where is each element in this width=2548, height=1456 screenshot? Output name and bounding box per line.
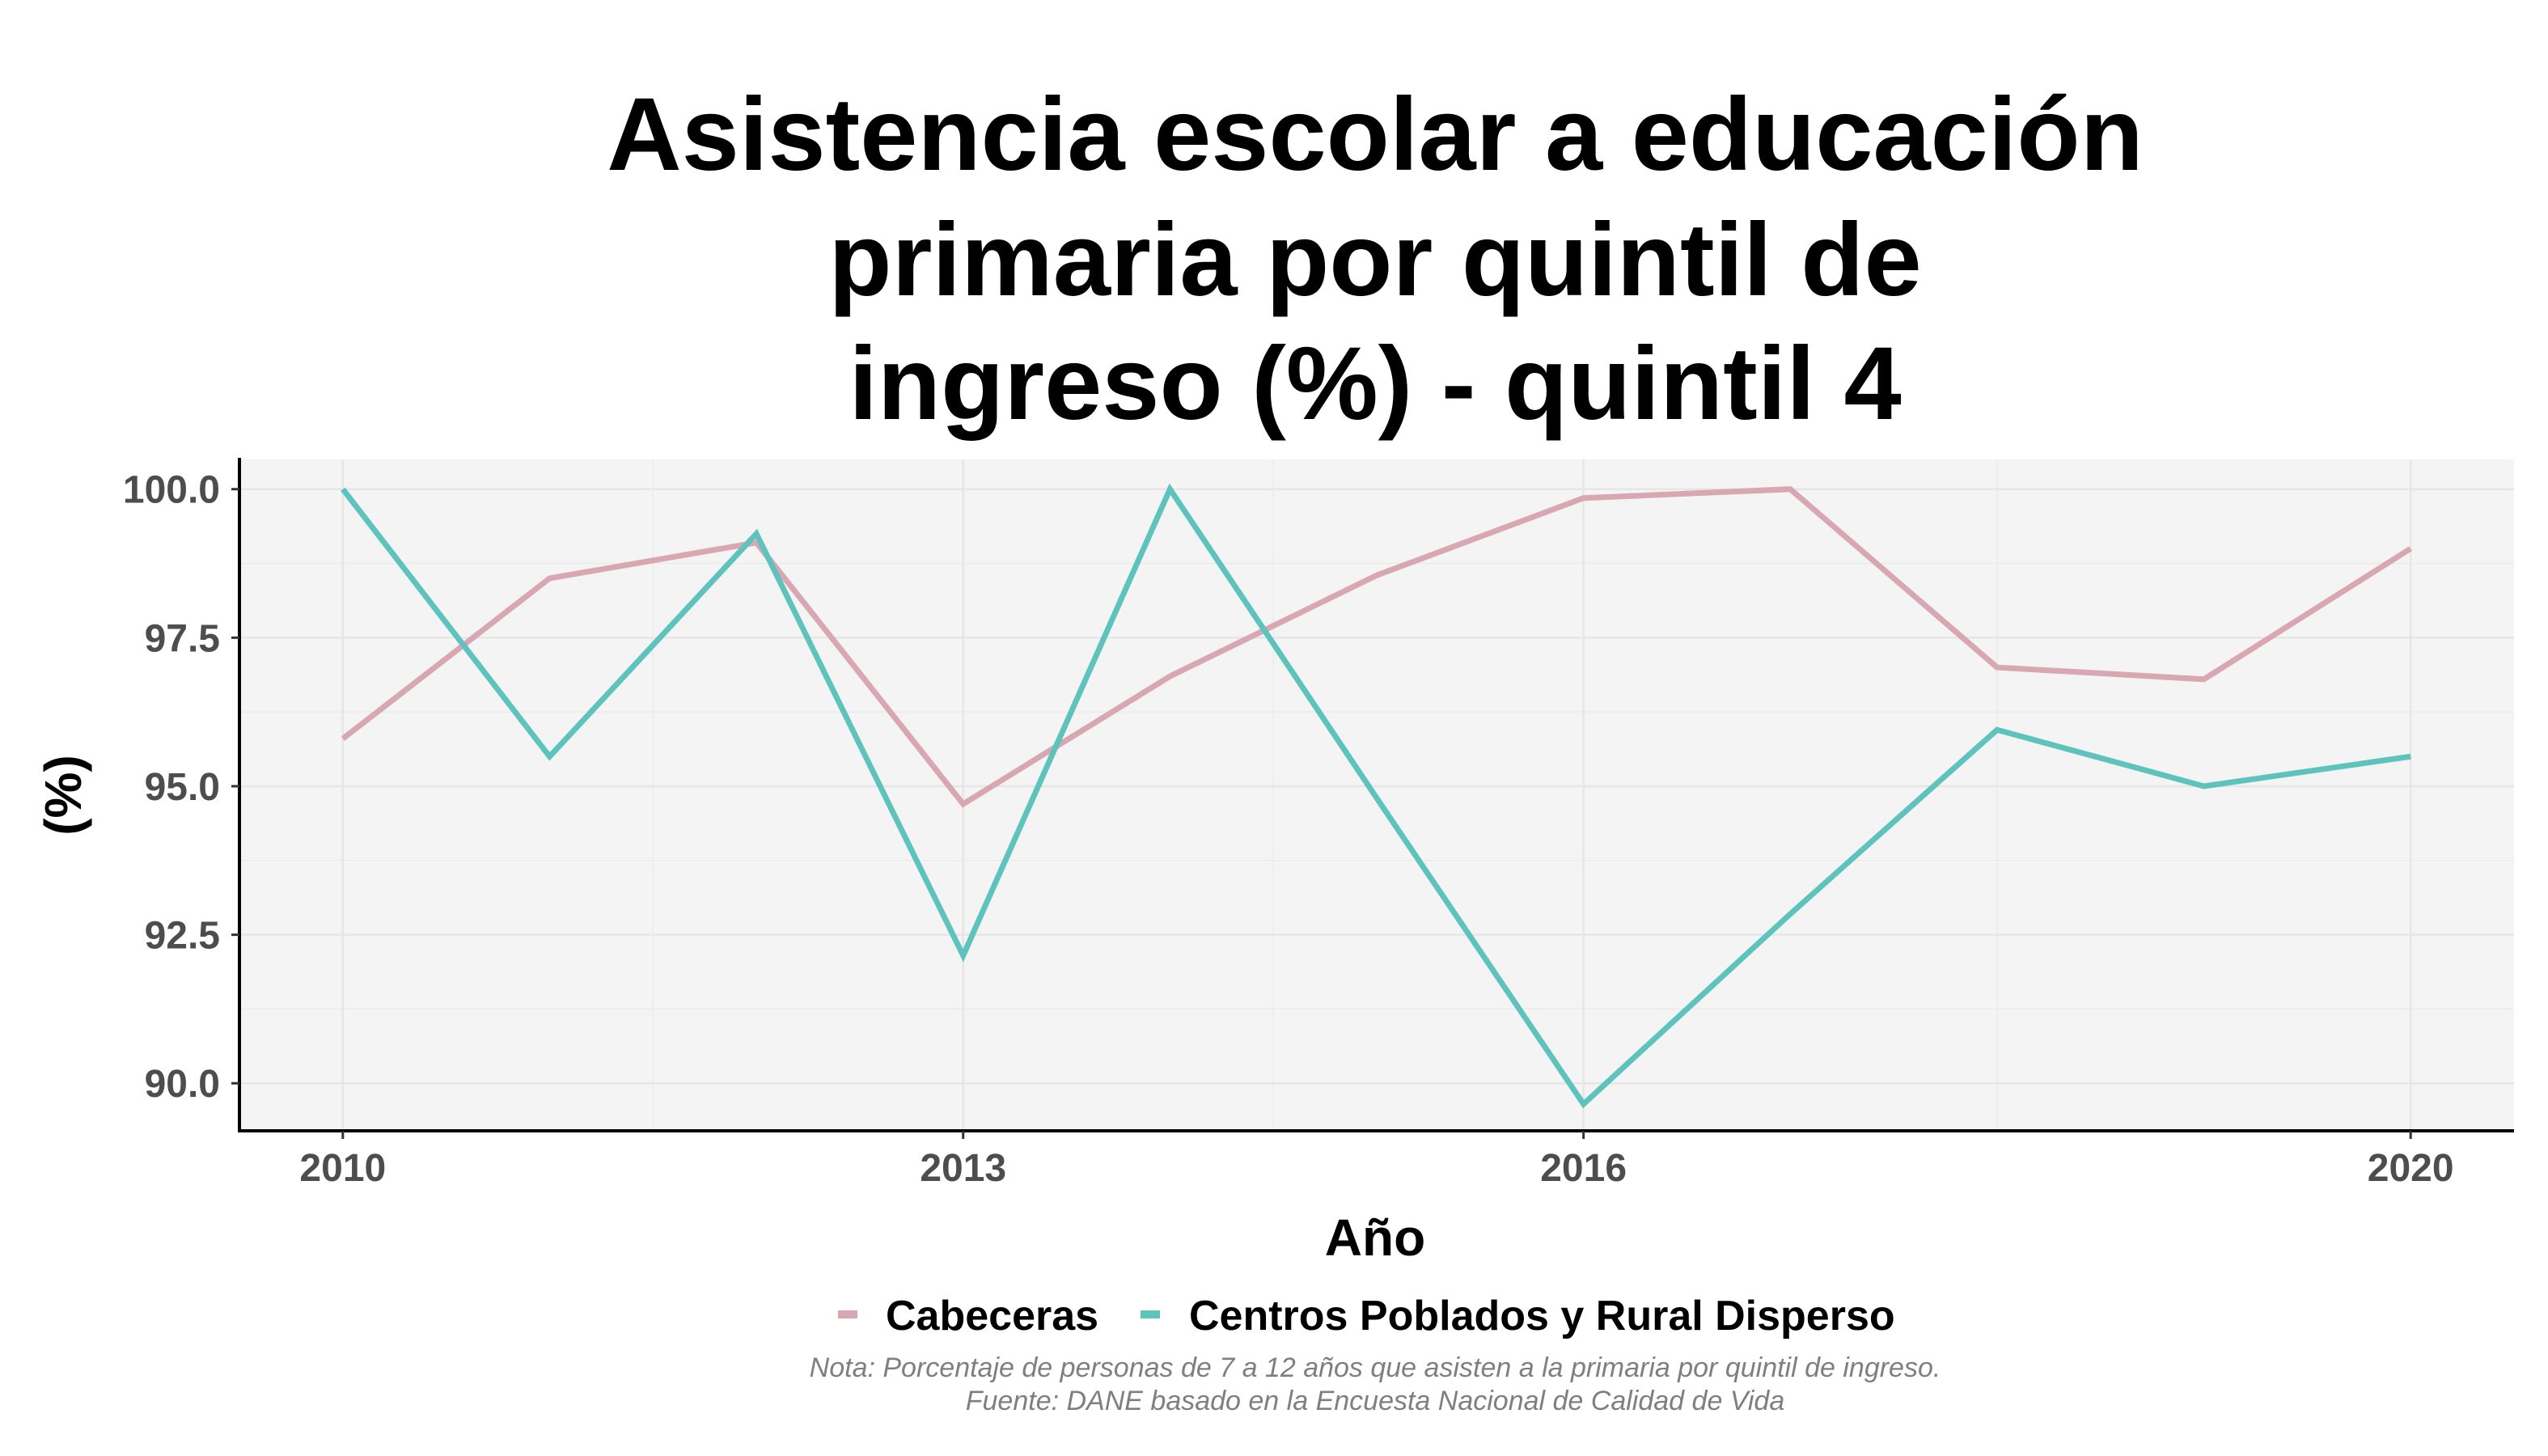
- series-line-centros-poblados: [341, 483, 2411, 1109]
- caption-source: Fuente: DANE basado en la Encuesta Nacio…: [966, 1386, 1784, 1416]
- legend-label-centros-poblados: Centros Poblados y Rural Disperso: [1189, 1293, 1895, 1340]
- y-axis-ticks: 90.0 92.5 95.0 97.5 100.0: [123, 469, 239, 1106]
- x-tick-label: 2016: [1540, 1147, 1627, 1190]
- chart-title-line-3: ingreso (%) - quintil 4: [849, 326, 1901, 442]
- x-tick-label: 2010: [299, 1147, 386, 1190]
- x-axis-ticks: 2010 2013 2016 2020: [299, 1131, 2454, 1190]
- chart-title-line-1: Asistencia escolar a educación: [607, 77, 2144, 193]
- legend-label-cabeceras: Cabeceras: [886, 1293, 1098, 1340]
- y-tick-label: 97.5: [145, 617, 220, 660]
- y-tick-label: 100.0: [123, 469, 220, 512]
- x-axis-title: Año: [1325, 1208, 1425, 1267]
- series-line-cabeceras: [341, 486, 2413, 808]
- y-tick-label: 90.0: [145, 1063, 220, 1106]
- chart-title-line-2: primaria por quintil de: [828, 202, 1921, 318]
- series-lines: [341, 483, 2413, 1109]
- legend: Cabeceras Centros Poblados y Rural Dispe…: [838, 1293, 1895, 1340]
- y-axis-title: (%): [34, 755, 92, 836]
- caption-note: Nota: Porcentaje de personas de 7 a 12 a…: [810, 1352, 1941, 1383]
- y-tick-label: 92.5: [145, 915, 220, 958]
- x-tick-label: 2020: [2368, 1147, 2454, 1190]
- grid-lines: [239, 459, 2514, 1131]
- y-tick-label: 95.0: [145, 766, 220, 809]
- x-tick-label: 2013: [920, 1147, 1006, 1190]
